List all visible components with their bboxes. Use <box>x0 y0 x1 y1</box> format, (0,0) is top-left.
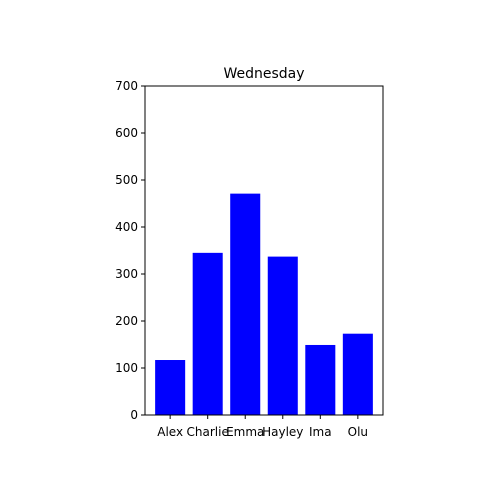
x-tick-label: Hayley <box>262 425 303 439</box>
y-axis: 0 100 200 300 400 500 600 700 <box>115 79 145 422</box>
x-tick-label: Ima <box>309 425 332 439</box>
bar-hayley <box>267 256 298 415</box>
y-tick-label: 300 <box>115 267 138 281</box>
y-tick-label: 200 <box>115 314 138 328</box>
x-tick-label: Emma <box>226 425 264 439</box>
y-tick-label: 600 <box>115 126 138 140</box>
x-tick-label: Alex <box>157 425 183 439</box>
y-tick-label: 100 <box>115 361 138 375</box>
bar-charlie <box>192 252 223 415</box>
plot-frame <box>144 85 384 416</box>
x-tick-label: Olu <box>348 425 368 439</box>
y-tick-label: 500 <box>115 173 138 187</box>
bar-ima <box>305 344 336 415</box>
bar-alex <box>155 360 186 415</box>
bar-olu <box>342 333 373 415</box>
chart-title: Wednesday <box>223 66 304 82</box>
bar-emma <box>230 193 261 415</box>
x-tick-label: Charlie <box>187 425 229 439</box>
bars-group <box>155 193 373 415</box>
y-tick-label: 400 <box>115 220 138 234</box>
y-tick-label: 700 <box>115 79 138 93</box>
y-tick-label: 0 <box>130 408 138 422</box>
